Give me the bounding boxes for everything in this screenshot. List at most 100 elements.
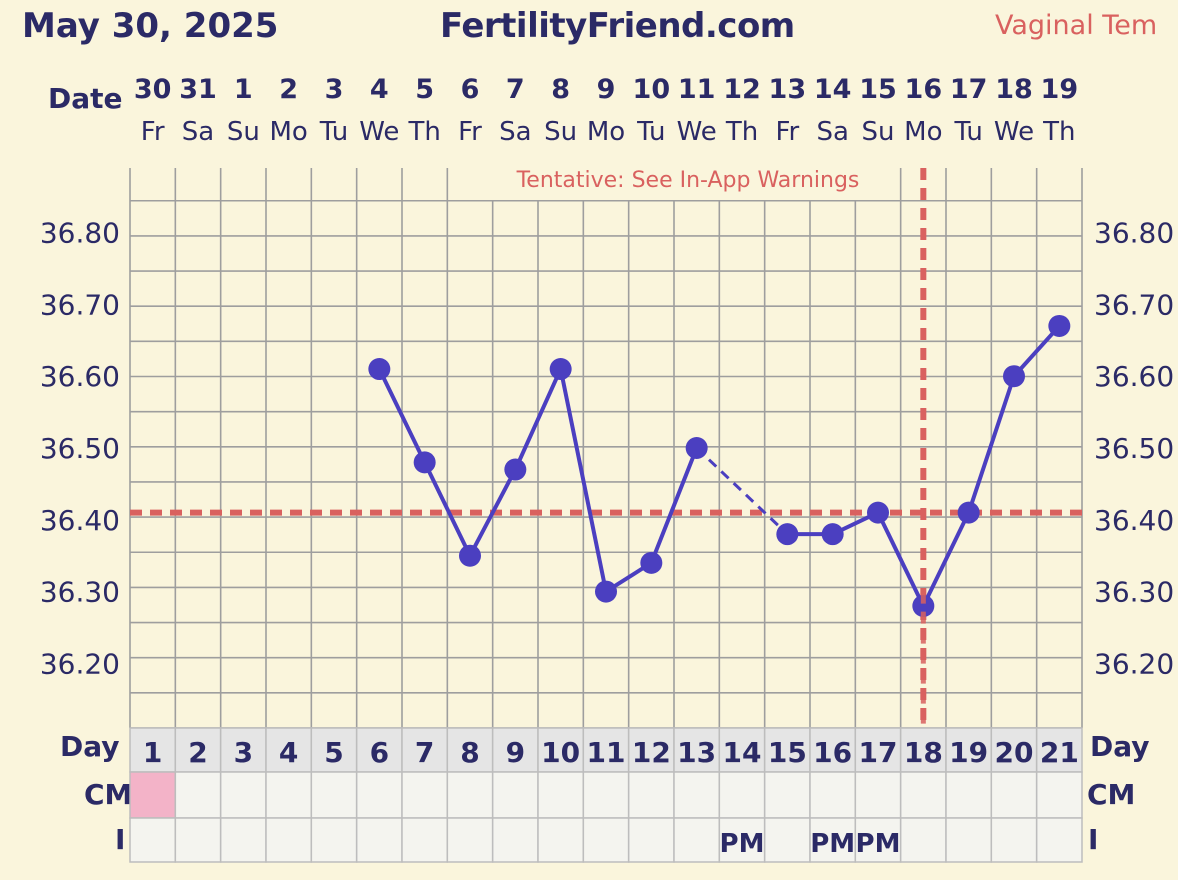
temp-type-label: Vaginal Tem bbox=[995, 10, 1158, 41]
date-label: 13 bbox=[769, 74, 807, 105]
y-tick-label-left: 36.70 bbox=[40, 288, 120, 321]
cycle-day-label: 18 bbox=[904, 736, 943, 769]
date-label: 18 bbox=[995, 74, 1033, 105]
temp-point bbox=[459, 544, 481, 567]
weekday-label: Mo bbox=[904, 117, 942, 147]
intercourse-mark: PM bbox=[856, 829, 901, 859]
cycle-day-label: 10 bbox=[541, 736, 580, 769]
weekday-label: Sa bbox=[182, 117, 214, 147]
cm-row-cell bbox=[809, 771, 857, 819]
temp-line bbox=[649, 447, 699, 564]
intercourse-row-cell bbox=[310, 817, 358, 863]
cycle-day-label: 14 bbox=[723, 736, 762, 769]
day-row-cell bbox=[899, 727, 947, 773]
intercourse-mark: PM bbox=[810, 829, 855, 859]
intercourse-row-cell bbox=[763, 817, 811, 863]
weekday-label: Su bbox=[862, 117, 895, 147]
date-label: 14 bbox=[814, 74, 852, 105]
weekday-label: Mo bbox=[269, 117, 307, 147]
day-row-cell bbox=[174, 727, 222, 773]
weekday-label: Fr bbox=[775, 117, 799, 147]
weekday-label: We bbox=[359, 117, 399, 147]
cycle-day-label: 5 bbox=[324, 736, 343, 769]
temp-line-dashed bbox=[695, 446, 789, 536]
temp-line bbox=[377, 368, 427, 464]
cycle-day-label: 20 bbox=[995, 736, 1034, 769]
temp-point bbox=[1048, 314, 1071, 337]
temp-line bbox=[513, 368, 563, 471]
date-label: 3 bbox=[325, 74, 344, 105]
y-tick-label-right: 36.80 bbox=[1094, 217, 1174, 250]
temp-point bbox=[595, 580, 617, 603]
date-label: 16 bbox=[905, 74, 943, 105]
plot-area bbox=[130, 168, 1082, 728]
cm-row-cell bbox=[899, 771, 947, 819]
cm-row-cell bbox=[718, 771, 766, 819]
weekday-label: We bbox=[994, 117, 1034, 147]
cycle-day-label: 3 bbox=[234, 736, 253, 769]
cm-row-cell bbox=[990, 771, 1038, 819]
cm-row-cell bbox=[1035, 771, 1083, 819]
date-label: 11 bbox=[678, 74, 716, 105]
cycle-day-label: 1 bbox=[143, 736, 162, 769]
cm-row-cell bbox=[945, 771, 993, 819]
day-row-label-left: Day bbox=[60, 730, 120, 763]
day-row-cell bbox=[219, 727, 267, 773]
cm-row-label-right: CM bbox=[1087, 778, 1136, 811]
chart-date: May 30, 2025 bbox=[22, 6, 279, 46]
y-tick-label-right: 36.20 bbox=[1094, 647, 1174, 680]
intercourse-row-cell bbox=[582, 817, 630, 863]
cm-row-label-left: CM bbox=[84, 778, 133, 811]
day-row-cell bbox=[854, 727, 902, 773]
temp-point bbox=[368, 358, 391, 381]
temp-line bbox=[468, 468, 518, 557]
y-tick-label-left: 36.20 bbox=[40, 647, 120, 680]
weekday-label: Sa bbox=[499, 117, 531, 147]
temp-point bbox=[867, 501, 889, 524]
cycle-day-label: 6 bbox=[370, 736, 389, 769]
intercourse-mark: PM bbox=[720, 829, 765, 859]
weekday-label: Fr bbox=[458, 117, 482, 147]
intercourse-row-cell bbox=[627, 817, 675, 863]
cm-row-cell bbox=[854, 771, 902, 819]
temp-line bbox=[876, 511, 926, 607]
date-label: 4 bbox=[370, 74, 389, 105]
date-label: 10 bbox=[633, 74, 671, 105]
y-tick-label-right: 36.70 bbox=[1094, 288, 1174, 321]
intercourse-row-cell bbox=[718, 817, 766, 863]
date-label: 5 bbox=[415, 74, 434, 105]
date-label: 8 bbox=[551, 74, 570, 105]
date-label: 12 bbox=[723, 74, 761, 105]
intercourse-row-cell bbox=[945, 817, 993, 863]
intercourse-row-cell bbox=[899, 817, 947, 863]
day-row-cell bbox=[129, 727, 177, 773]
cycle-day-label: 19 bbox=[949, 736, 988, 769]
cycle-day-label: 7 bbox=[415, 736, 434, 769]
day-row-cell bbox=[265, 727, 313, 773]
intercourse-row-cell bbox=[491, 817, 539, 863]
cm-row-cell bbox=[763, 771, 811, 819]
day-row-cell bbox=[446, 727, 494, 773]
weekday-label: Su bbox=[227, 117, 260, 147]
intercourse-row-cell bbox=[401, 817, 449, 863]
weekday-label: Th bbox=[725, 117, 758, 147]
cm-row-cell bbox=[446, 771, 494, 819]
intercourse-row-cell bbox=[537, 817, 585, 863]
intercourse-row-cell bbox=[129, 817, 177, 863]
y-tick-label-left: 36.60 bbox=[40, 360, 120, 393]
intercourse-row-label-left: I bbox=[115, 823, 126, 856]
y-tick-label-right: 36.30 bbox=[1094, 576, 1174, 609]
cm-row-cell bbox=[582, 771, 630, 819]
cycle-day-label: 9 bbox=[506, 736, 525, 769]
intercourse-row-cell bbox=[174, 817, 222, 863]
day-row-cell bbox=[627, 727, 675, 773]
weekday-label: Tu bbox=[319, 117, 348, 147]
cycle-day-label: 17 bbox=[859, 736, 898, 769]
tentative-note: Tentative: See In-App Warnings bbox=[516, 168, 860, 193]
cm-row-cell bbox=[219, 771, 267, 819]
weekday-label: Fr bbox=[141, 117, 165, 147]
intercourse-row-cell bbox=[265, 817, 313, 863]
y-tick-label-left: 36.40 bbox=[40, 504, 120, 537]
temp-point bbox=[413, 451, 436, 474]
day-row-cell bbox=[537, 727, 585, 773]
